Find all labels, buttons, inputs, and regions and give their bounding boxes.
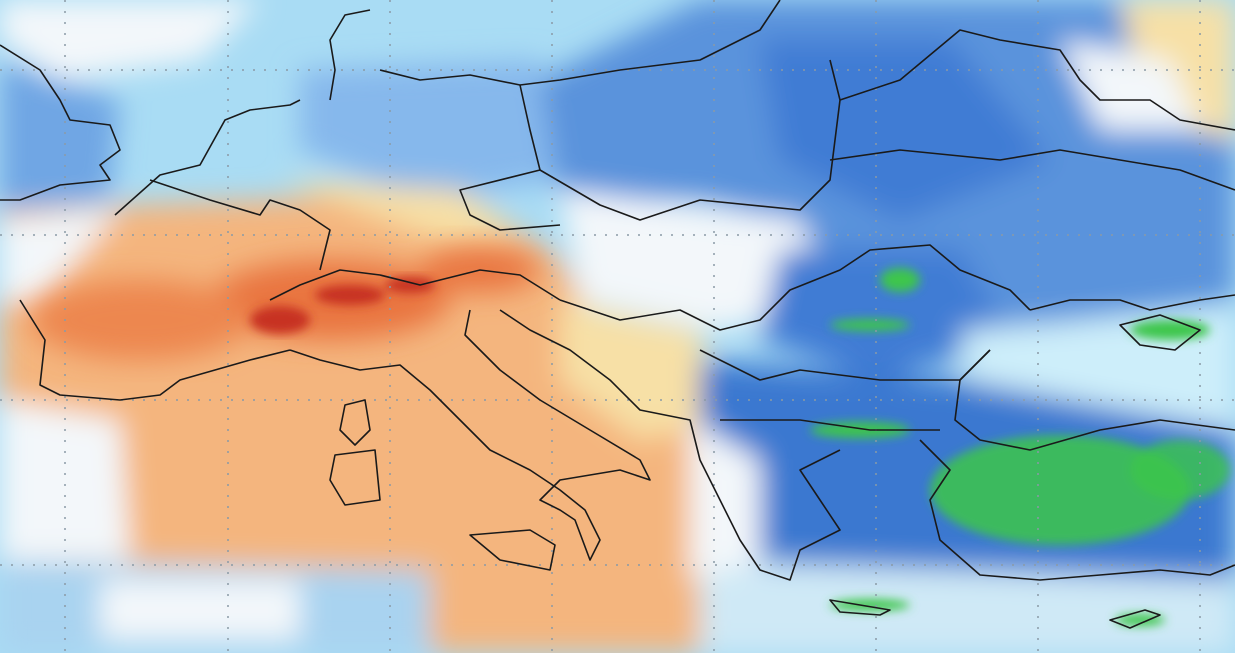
cyprus xyxy=(1109,609,1161,629)
balkan-coast xyxy=(499,309,841,581)
alps-hotspot xyxy=(250,277,435,334)
benelux-coast xyxy=(114,99,301,216)
sardinia xyxy=(329,449,381,506)
green-areas xyxy=(810,268,1230,626)
sicily xyxy=(469,529,556,571)
crimea xyxy=(1119,314,1201,351)
france-south-coast xyxy=(19,299,291,401)
black-sea-coast xyxy=(954,294,1235,451)
turkey-coast xyxy=(919,439,1235,581)
corsica xyxy=(339,399,371,446)
east-borders xyxy=(829,29,1235,191)
alps-borders xyxy=(269,269,561,301)
italy-coast xyxy=(289,309,651,561)
france-germany-border xyxy=(149,179,331,271)
baltic-coast xyxy=(379,0,781,86)
crete xyxy=(829,599,891,616)
denmark-coast xyxy=(329,9,371,101)
germany-east-border xyxy=(459,84,561,231)
coastlines-and-borders xyxy=(0,0,1235,629)
uk-coast xyxy=(0,44,121,201)
poland-borders xyxy=(539,59,841,221)
